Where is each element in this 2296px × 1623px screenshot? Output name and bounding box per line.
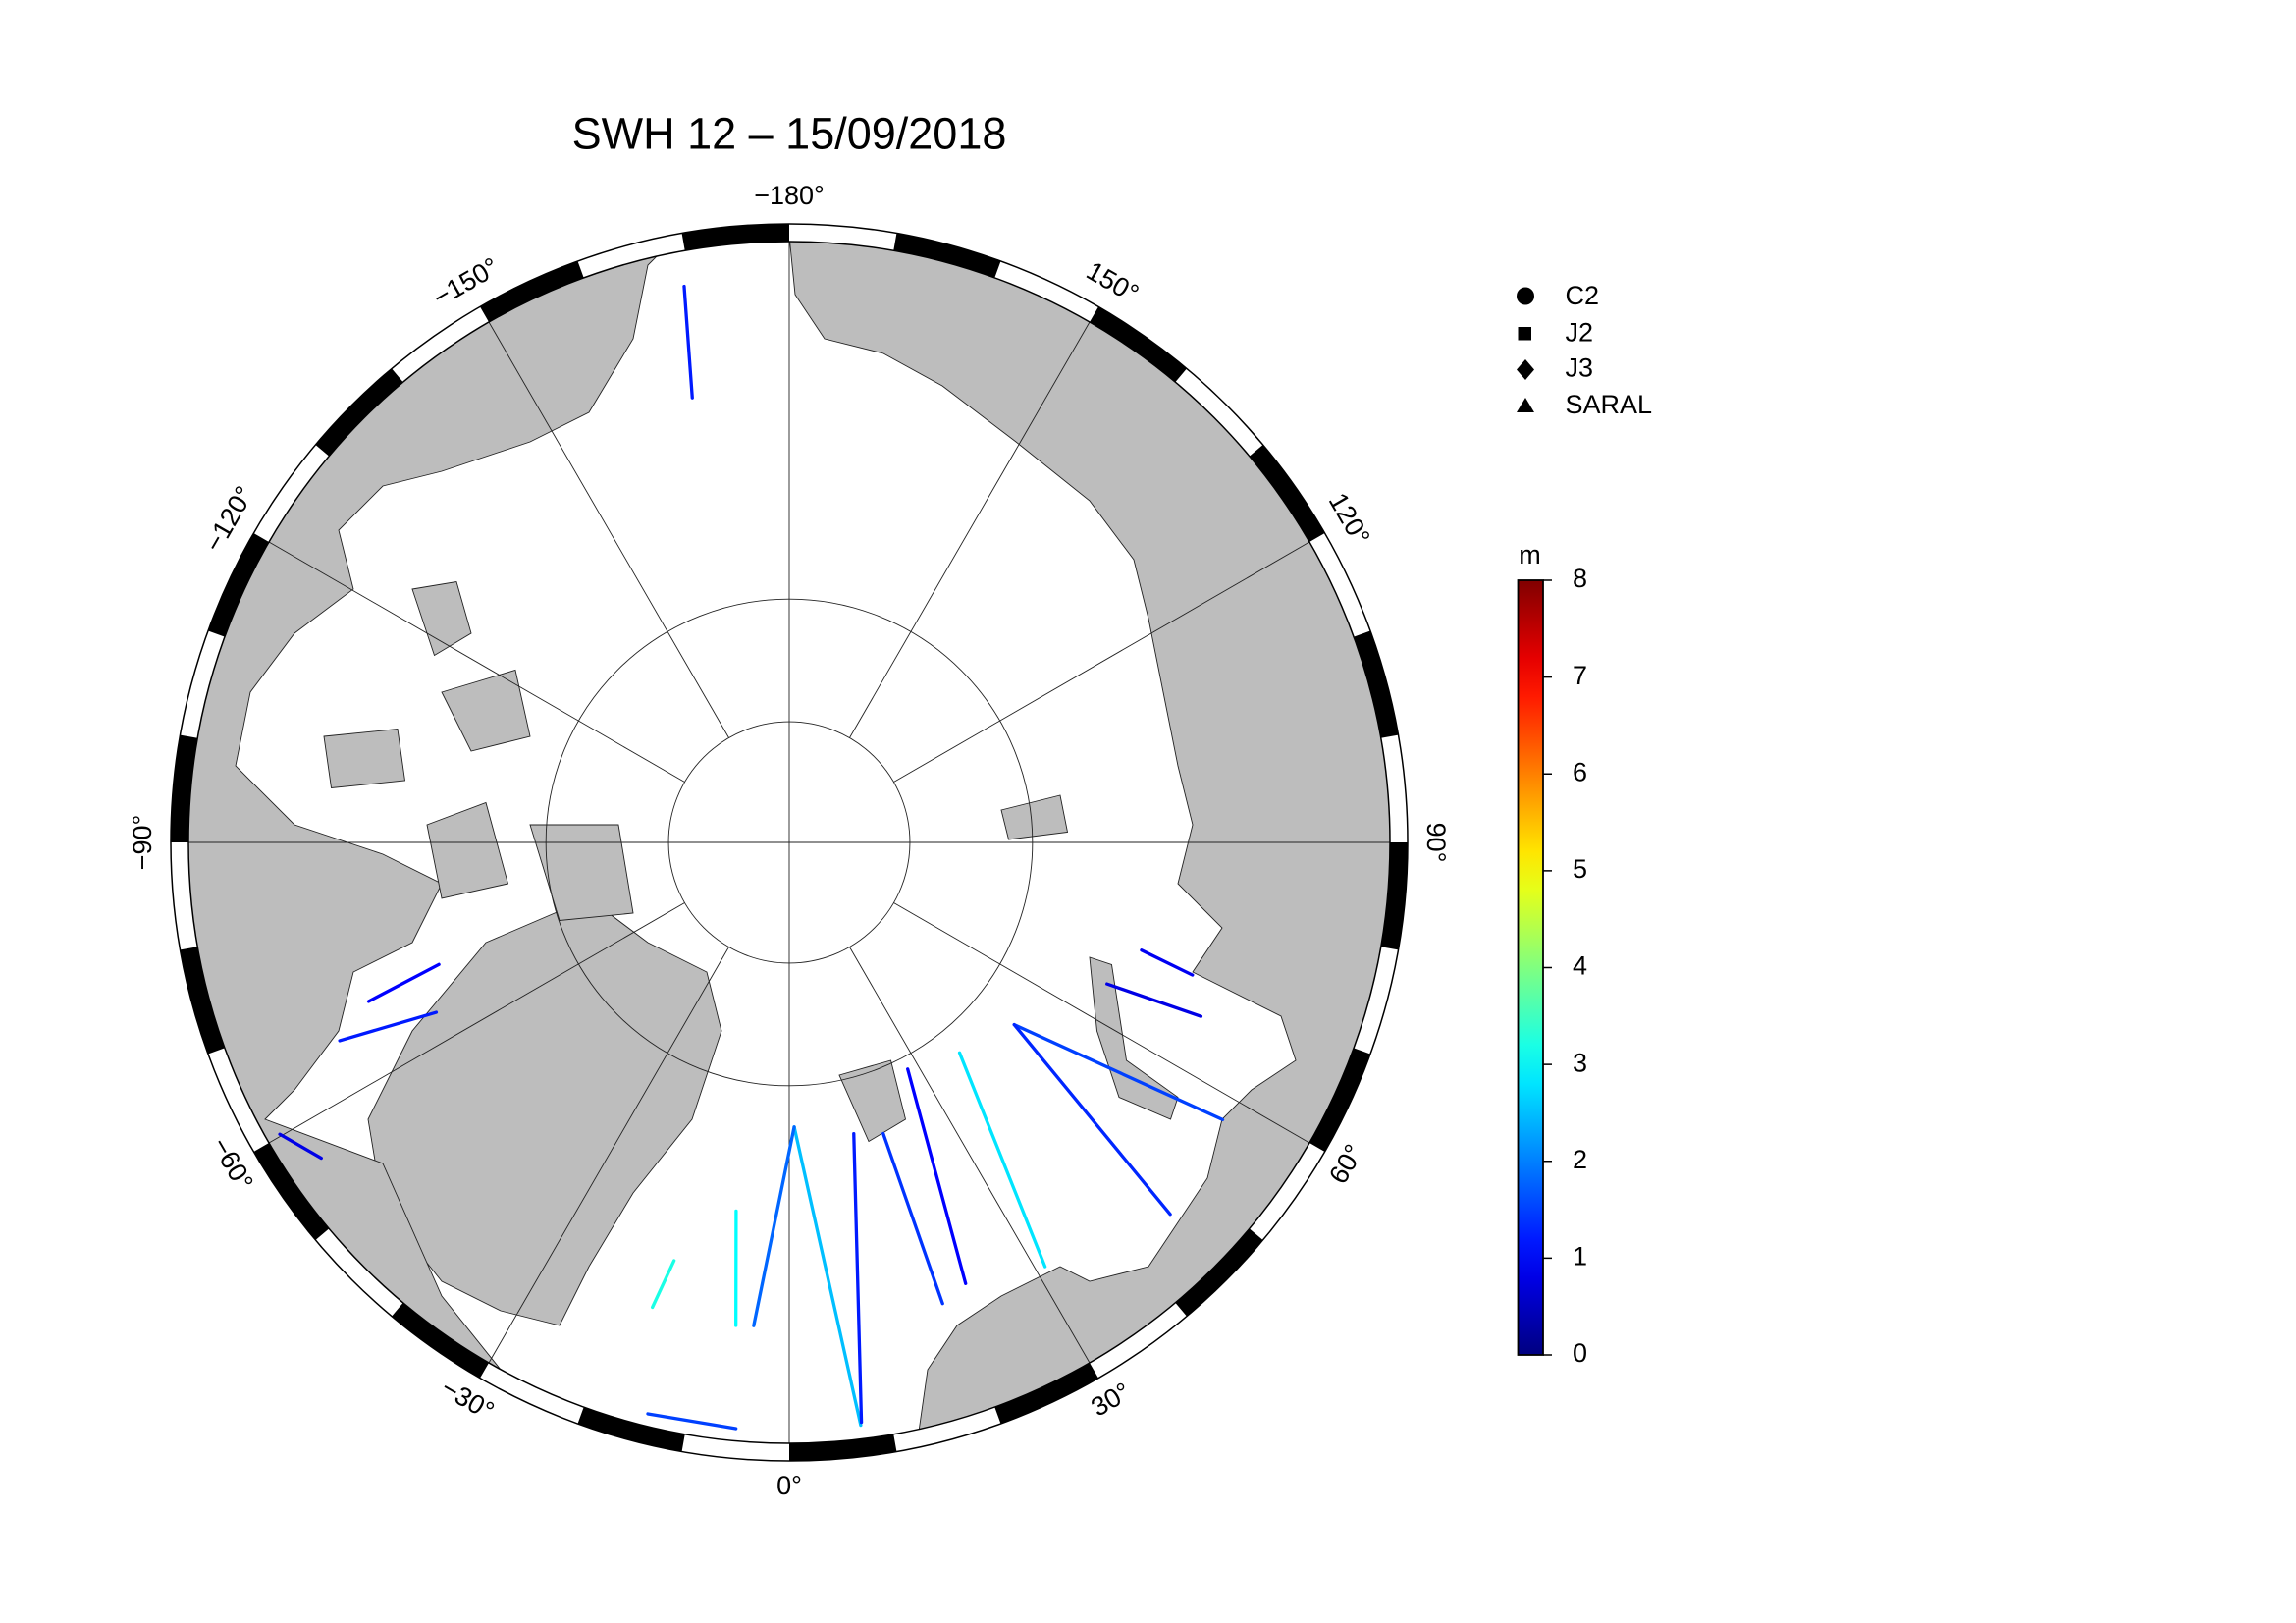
frame-segment [789,1434,897,1461]
legend-symbol-circle [1517,287,1534,305]
frame-segment [1354,630,1399,738]
satellite-track [682,284,694,400]
colorbar-tick-label: 0 [1573,1338,1587,1368]
satellite-track [650,1259,676,1310]
meridian [488,947,729,1364]
graticule [188,242,1390,1443]
island [1000,794,1069,840]
colorbar-tick-label: 1 [1573,1242,1587,1271]
longitude-label: 150° [1082,255,1144,308]
satellite-track [1105,982,1203,1018]
longitude-label: 0° [776,1471,802,1500]
satellite-track [881,1131,944,1306]
legend-label: C2 [1566,281,1600,310]
frame-segment [893,233,1001,278]
satellite-track [338,1010,439,1043]
satellite-track [906,1067,968,1285]
frame-segment [681,224,789,251]
colorbar-tick-label: 2 [1573,1145,1587,1174]
legend-label: SARAL [1566,390,1653,419]
satellite-track [646,1412,738,1431]
meridian [893,902,1310,1144]
frame-segment [1090,306,1187,383]
colorbar-tick-label: 3 [1573,1048,1587,1077]
frame-segment [392,1302,489,1379]
legend-label: J3 [1566,353,1594,383]
north-america [188,242,694,1443]
frame-segment [1309,1048,1371,1152]
figure-content: SWH 12 – 15/09/2018 −180°−150°−120°−90°−… [128,108,1652,1500]
satellite-track [1140,948,1195,977]
meridian [893,541,1310,783]
island [411,580,472,657]
frame-inner [187,241,1391,1444]
frame-segment [994,1363,1098,1425]
colorbar-scale [1517,579,1544,1356]
novaya-zemlya [1089,956,1179,1120]
colorbar-tick-label: 5 [1573,854,1587,884]
meridian [488,321,729,738]
meridian [268,902,685,1144]
legend-symbol-square [1518,327,1531,341]
island [529,824,634,921]
frame-segment [171,734,198,842]
frame-segment [315,368,403,457]
satellite-track [278,1132,323,1161]
longitude-label: 60° [1323,1139,1368,1188]
colorbar-unit: m [1519,540,1541,569]
land [188,242,1390,1443]
colorbar-tick-label: 6 [1573,757,1587,786]
frame [170,223,1409,1462]
colorbar-tick-label: 4 [1573,951,1587,981]
tracks [278,284,1225,1431]
frame-outer [170,223,1409,1462]
island [323,729,406,788]
legend-label: J2 [1566,318,1594,348]
frame-segment [577,1407,685,1452]
satellite-track [366,962,441,1003]
colorbar-tick-label: 8 [1573,564,1587,593]
satellite-track [957,1051,1047,1269]
meridian [849,947,1091,1364]
longitude-label: 90° [1421,823,1451,863]
island [441,669,531,752]
meridian [849,321,1091,738]
legend: C2 J2 J3 SARAL [1517,281,1652,419]
svalbard [838,1059,907,1143]
legend-symbol-diamond [1517,359,1534,380]
longitude-label: 30° [1086,1377,1135,1422]
island [426,801,509,899]
eurasia [788,242,1390,1443]
frame-segment [180,947,225,1055]
frame-segment [1175,1228,1263,1317]
satellite-track [1012,1022,1172,1217]
frame-segment [207,533,269,637]
satellite-track [792,1125,863,1428]
longitude-label: −90° [128,815,157,871]
longitude-label: 120° [1323,488,1376,550]
satellite-track [1012,1022,1225,1122]
frame-segment [253,1143,330,1240]
meridian [268,541,685,783]
colorbar: m 0 1 2 3 4 5 6 7 8 [1517,540,1587,1368]
frame-segment [1249,445,1325,542]
greenland [367,897,722,1326]
legend-symbol-triangle [1517,398,1534,412]
longitude-label: −180° [754,181,825,210]
colorbar-tick-label: 7 [1573,661,1587,690]
satellite-track [852,1132,864,1425]
title: SWH 12 – 15/09/2018 [572,108,1007,158]
satellite-track [752,1125,796,1327]
frame-segment [1380,842,1408,950]
frame-segment [480,260,584,322]
